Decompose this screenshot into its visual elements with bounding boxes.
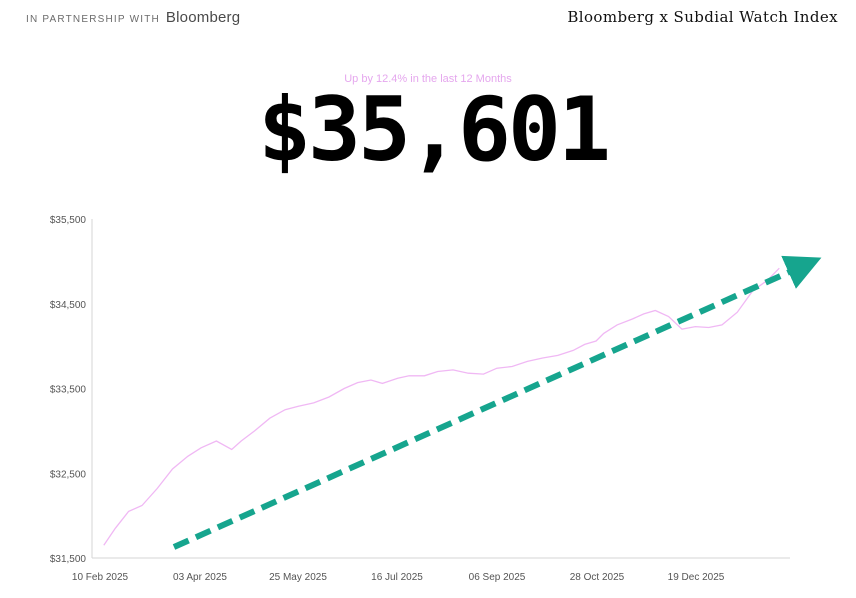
trend-arrow — [172, 255, 822, 550]
x-tick-label: 06 Sep 2025 — [469, 572, 526, 583]
partnership-label: IN PARTNERSHIP WITH Bloomberg — [26, 9, 240, 26]
change-subtitle: Up by 12.4% in the last 12 Months — [344, 73, 512, 85]
x-tick-label: 10 Feb 2025 — [72, 572, 129, 583]
x-axis-labels: 10 Feb 2025 03 Apr 2025 25 May 2025 16 Jul … — [72, 572, 725, 583]
y-tick-label: $31,500 — [50, 554, 87, 565]
x-tick-label: 25 May 2025 — [269, 572, 327, 583]
x-tick-label: 03 Apr 2025 — [173, 572, 227, 583]
y-tick-label: $34,500 — [50, 300, 87, 311]
x-tick-label: 19 Dec 2025 — [668, 572, 725, 583]
y-tick-label: $32,500 — [50, 469, 87, 480]
series-line — [103, 267, 780, 546]
partnership-brand: Bloomberg — [165, 9, 241, 26]
x-tick-label: 28 Oct 2025 — [570, 572, 625, 583]
partnership-prefix: IN PARTNERSHIP WITH — [26, 14, 160, 25]
x-tick-label: 16 Jul 2025 — [371, 572, 423, 583]
current-index-value: $35,601 — [258, 78, 611, 181]
y-tick-label: $33,500 — [50, 385, 87, 396]
index-title: Bloomberg x Subdial Watch Index — [567, 8, 838, 26]
y-axis-labels: $31,500 $32,500 $33,500 $34,500 $35,500 — [50, 215, 87, 565]
y-tick-label: $35,500 — [50, 215, 87, 226]
